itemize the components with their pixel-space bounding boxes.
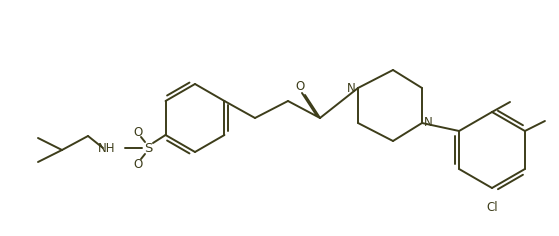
Text: Cl: Cl xyxy=(486,201,498,214)
Text: S: S xyxy=(144,142,152,155)
Text: N: N xyxy=(347,81,356,94)
Text: O: O xyxy=(295,80,305,93)
Text: O: O xyxy=(134,126,143,139)
Text: O: O xyxy=(134,157,143,170)
Text: NH: NH xyxy=(97,142,115,155)
Text: N: N xyxy=(424,117,433,130)
